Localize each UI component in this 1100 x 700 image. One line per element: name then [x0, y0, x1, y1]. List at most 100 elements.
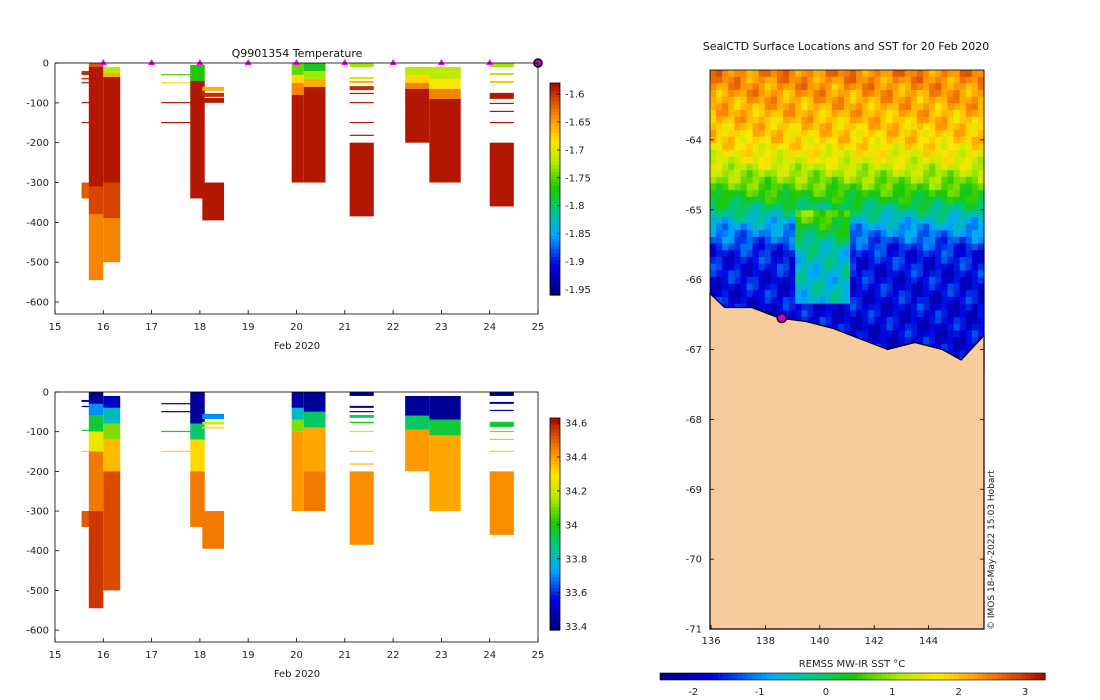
sst-cell [856, 156, 863, 165]
sst-cell [734, 76, 742, 84]
colorbar-swatch [550, 167, 560, 172]
sst-cell [783, 256, 790, 265]
profile-segment [88, 186, 104, 215]
sst-cell [929, 290, 936, 298]
colorbar-swatch [550, 107, 560, 112]
sst-cell [965, 116, 973, 125]
sst-cell [789, 210, 796, 218]
sst-cell [953, 170, 961, 178]
profile-segment [489, 72, 514, 75]
sst-cell [959, 243, 967, 251]
sst-cell [965, 170, 973, 178]
sst-cell [850, 276, 857, 285]
sst-cell [710, 250, 717, 258]
sst-cell [795, 290, 802, 298]
sst-cell [831, 250, 839, 258]
sst-cell [752, 297, 760, 305]
sst-cell [886, 170, 894, 178]
surface-marker [148, 59, 156, 65]
sst-cell [716, 110, 723, 118]
sst-cell [776, 243, 784, 251]
sst-cell [880, 323, 888, 332]
sst-cell [807, 203, 815, 211]
sst-cell [758, 83, 766, 91]
colorbar-swatch [847, 673, 854, 680]
sst-cell [783, 76, 790, 84]
sst-cell [947, 343, 955, 352]
sst-cell [880, 297, 888, 305]
sst-cell [789, 276, 796, 285]
sst-cell [910, 96, 918, 104]
sst-cell [776, 76, 784, 84]
sst-cell [837, 270, 845, 278]
sst-cell [758, 270, 766, 278]
sst-cell [734, 270, 742, 278]
sst-cell [837, 136, 845, 145]
sst-cell [868, 130, 875, 138]
sst-cell [929, 216, 936, 225]
sst-cell [977, 70, 985, 78]
sst-cell [892, 256, 900, 265]
sst-cell [935, 176, 942, 185]
sst-cell [935, 110, 942, 118]
y-tick-label: -400 [26, 218, 49, 229]
sst-cell [941, 83, 949, 91]
sst-cell [843, 243, 851, 251]
sst-cell [868, 256, 875, 265]
sst-cell [758, 256, 766, 265]
sst-cell [977, 263, 985, 271]
sst-cell [764, 96, 772, 104]
colorbar-swatch [550, 128, 560, 134]
sst-cell [947, 310, 955, 318]
sst-cell [856, 283, 863, 291]
sst-cell [904, 303, 912, 311]
sst-cell [740, 230, 748, 238]
sst-cell [746, 103, 754, 111]
sst-cell [819, 303, 827, 311]
sst-cell [740, 123, 748, 131]
sst-cell [947, 123, 955, 131]
sst-cell [807, 163, 815, 171]
sst-cell [752, 156, 760, 165]
sst-cell [764, 203, 772, 211]
sst-cell [710, 90, 717, 98]
sst-cell [880, 223, 888, 231]
sst-cell [843, 96, 851, 104]
sst-cell [764, 223, 772, 231]
sst-cell [850, 70, 857, 78]
sst-cell [746, 210, 754, 218]
sst-cell [734, 283, 742, 291]
sst-cell [971, 163, 979, 171]
sst-cell [764, 150, 772, 158]
sst-cell [862, 130, 869, 138]
colorbar-swatch [550, 153, 560, 158]
sst-cell [862, 290, 869, 298]
sst-cell [716, 196, 723, 205]
sst-cell [856, 76, 863, 84]
sst-cell [795, 203, 802, 211]
sst-cell [868, 290, 875, 298]
sst-cell [977, 297, 985, 305]
sst-cell [716, 216, 723, 225]
sst-cell [813, 176, 821, 185]
sst-cell [923, 150, 930, 158]
lon-tick-label: 138 [756, 636, 775, 647]
sst-cell [856, 176, 863, 185]
sst-cell [825, 270, 833, 278]
sst-cell [910, 270, 918, 278]
sst-cell [935, 143, 942, 151]
sst-cell [728, 236, 735, 245]
sst-cell [880, 310, 888, 318]
sst-cell [813, 283, 821, 291]
sst-cell [862, 330, 869, 338]
sst-cell [783, 156, 790, 165]
sst-cell [825, 150, 833, 158]
profile-segment [303, 392, 326, 412]
sst-cell [831, 103, 839, 111]
sst-cell [758, 143, 766, 151]
colorbar-swatch [712, 673, 719, 680]
sst-cell [929, 317, 936, 325]
sst-cell [971, 143, 979, 151]
sst-cell [910, 103, 918, 111]
sst-cell [910, 83, 918, 91]
